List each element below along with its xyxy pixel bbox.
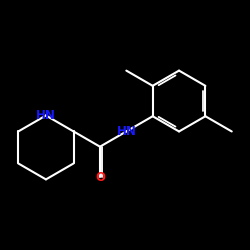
Text: HN: HN xyxy=(36,109,56,122)
Text: O: O xyxy=(95,170,105,183)
Text: HN: HN xyxy=(116,125,136,138)
